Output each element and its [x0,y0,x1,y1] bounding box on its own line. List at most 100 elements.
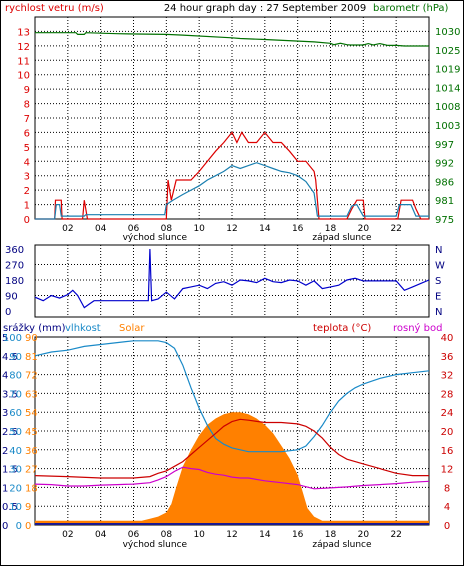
humidity-line [34,340,430,453]
climate-panel-x-tick: 22 [390,530,401,540]
humidity-y-tick: 30 [9,465,22,476]
temperature-y-tick: 36 [441,352,454,363]
temperature-y-tick: 32 [441,371,454,382]
climate-panel-x-tick: 18 [325,530,337,540]
precip-y-tick: 4 [2,371,8,382]
direction-y-tick: 90 [5,292,18,303]
precip-y-tick: 0.5 [2,502,18,513]
solar-y-tick: 54 [25,408,38,419]
direction-y-tick: 0 [5,307,11,318]
solar-y-tick: 45 [25,427,38,438]
pressure-y-tick: 1014 [435,83,460,94]
wind-y-tick: 11 [17,56,30,67]
pressure-y-tick: 1025 [435,46,460,57]
humidity-y-tick: 50 [9,427,22,438]
humidity-y-tick: 20 [9,483,22,494]
solar-y-tick: 36 [25,446,38,457]
humidity-y-tick: 60 [9,408,22,419]
climate-panel-x-tick: 16 [292,530,304,540]
direction-compass-tick: E [435,292,441,303]
wind-panel-sunrise-label: východ slunce [123,233,188,243]
wind-y-tick: 3 [24,172,30,183]
direction-compass-tick: N [435,307,442,318]
wind-panel-x-tick: 14 [259,224,271,234]
climate-panel-x-tick: 10 [193,530,205,540]
pressure-line [35,32,429,47]
humidity-axis-title: vlhkost [65,323,101,334]
pressure-y-tick: 1030 [435,27,460,38]
wind-y-tick: 1 [24,201,30,212]
humidity-y-tick: 90 [9,352,22,363]
pressure-y-tick: 986 [435,177,454,188]
solar-y-tick: 90 [25,333,38,344]
climate-panel-x-tick: 14 [259,530,271,540]
precip-y-tick: 3.5 [2,389,18,400]
pressure-y-tick: 1019 [435,65,460,76]
wind-panel-x-tick: 22 [390,224,401,234]
precip-y-tick: 2.5 [2,427,18,438]
wind-y-tick: 7 [24,114,30,125]
chart-marks: 0123456789101112139759819869929971003100… [2,16,460,550]
temperature-y-tick: 40 [441,333,454,344]
wind-axis-title: rychlost vetru (m/s) [5,3,104,14]
precip-y-tick: 2 [2,446,8,457]
chart-title: 24 hour graph day : 27 September 2009 [164,3,366,14]
wind-panel-x-tick: 18 [325,224,337,234]
wind-panel-x-tick: 20 [358,224,370,234]
temperature-y-tick: 16 [441,446,454,457]
solar-y-tick: 27 [25,465,38,476]
temperature-y-tick: 0 [444,521,450,532]
precip-y-tick: 3 [2,408,8,419]
solar-y-tick: 72 [25,371,38,382]
wind-panel-x-tick: 16 [292,224,304,234]
humidity-y-tick: 100 [3,333,22,344]
humidity-y-tick: 80 [9,371,22,382]
temperature-y-tick: 24 [441,408,454,419]
wind-y-tick: 12 [17,42,30,53]
solar-y-tick: 9 [25,502,31,513]
climate-panel-x-tick: 08 [161,530,173,540]
direction-compass-tick: W [435,261,445,272]
temperature-y-tick: 12 [441,465,454,476]
solar-axis-title: Solar [119,323,145,334]
wind-y-tick: 0 [24,215,30,226]
precip-y-tick: 1.5 [2,465,18,476]
temperature-line [34,418,429,479]
humidity-y-tick: 70 [9,389,22,400]
temperature-y-tick: 4 [444,502,450,513]
pressure-y-tick: 1003 [435,121,460,132]
climate-panel-x-tick: 02 [62,530,73,540]
wind-y-tick: 9 [24,85,30,96]
solar-y-tick: 0 [25,521,31,532]
pressure-y-tick: 997 [435,140,454,151]
wind-y-tick: 2 [24,186,30,197]
humidity-y-tick: 10 [9,502,22,513]
dewpoint-line [34,466,430,490]
wind-y-tick: 10 [17,71,30,82]
pressure-y-tick: 975 [435,215,454,226]
wind-y-tick: 4 [24,157,30,168]
temperature-y-tick: 20 [441,427,454,438]
temperature-axis-title: teplota (°C) [313,323,371,334]
temperature-y-tick: 28 [441,389,454,400]
temperature-y-tick: 8 [444,483,450,494]
climate-panel-sunset-label: západ slunce [312,540,372,550]
solar-area [35,412,429,525]
wind-y-tick: 6 [24,128,30,139]
precip-y-tick: 0 [2,521,8,532]
wind-y-tick: 5 [24,143,30,154]
wind-average-line [35,162,429,220]
direction-y-tick: 270 [5,261,24,272]
direction-compass-tick: S [435,276,441,287]
pressure-y-tick: 992 [435,159,454,170]
climate-panel-sunrise-label: východ slunce [123,540,188,550]
wind-panel-x-tick: 06 [128,224,140,234]
dewpoint-axis-title: rosný bod [393,322,442,334]
climate-panel-x-tick: 20 [358,530,370,540]
wind-panel-x-tick: 08 [161,224,173,234]
pressure-y-tick: 981 [435,196,454,207]
precip-y-tick: 4.5 [2,352,18,363]
wind-y-tick: 8 [24,100,30,111]
